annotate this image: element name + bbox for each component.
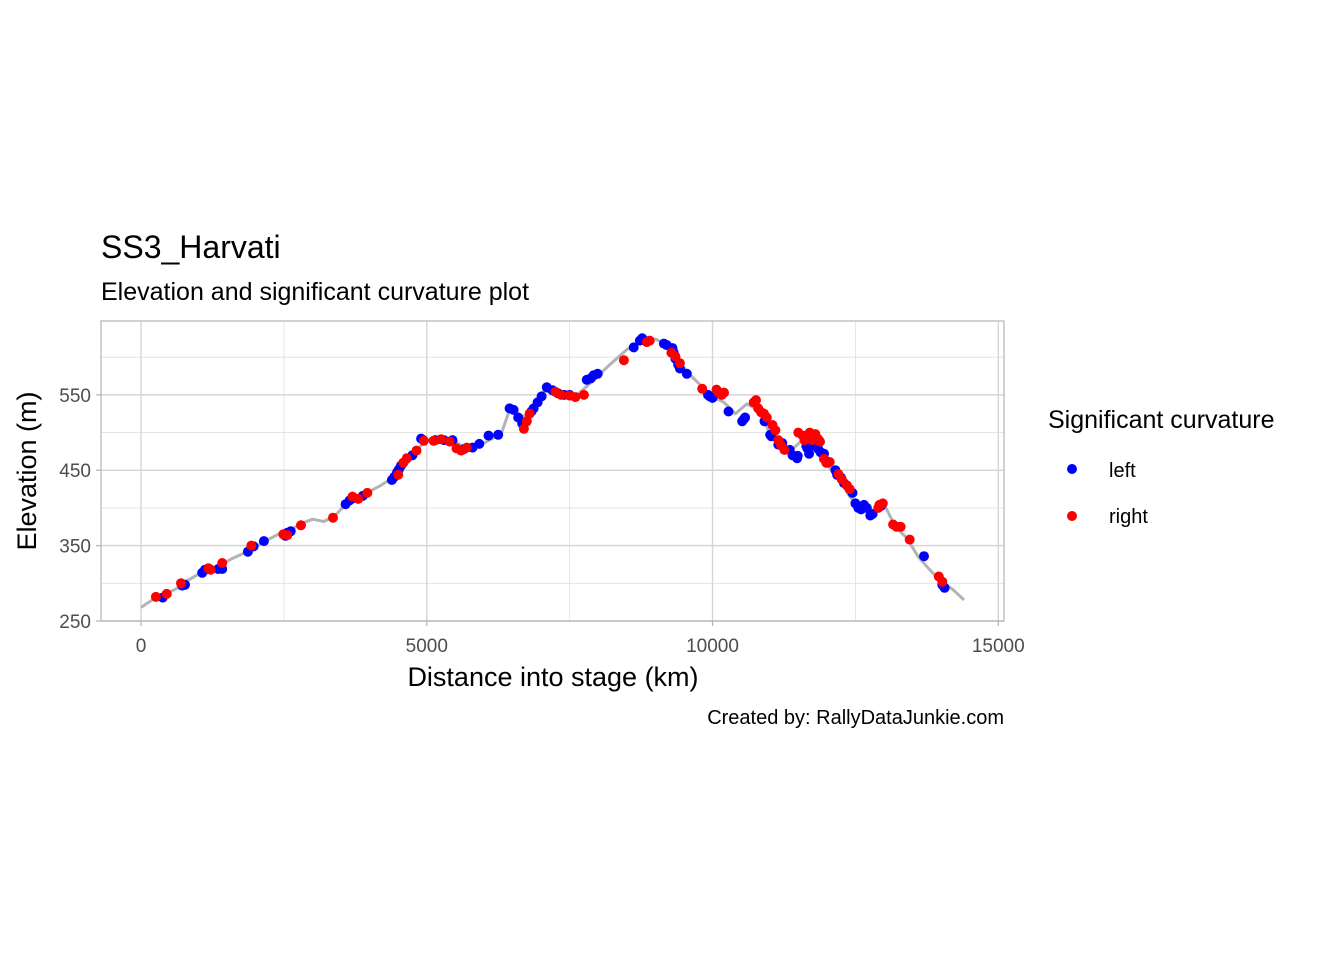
point-right — [779, 444, 790, 455]
point-right — [428, 435, 439, 446]
point-left — [723, 406, 734, 417]
point-left — [592, 368, 603, 379]
point-left — [740, 412, 751, 423]
y-axis-ticks: 250 350 450 550 — [59, 386, 101, 633]
point-right — [205, 564, 216, 575]
grid — [101, 321, 1004, 622]
point-right — [751, 395, 761, 406]
point-right — [644, 335, 655, 346]
point-right — [815, 436, 825, 447]
point-right — [761, 412, 772, 423]
point-right — [444, 436, 455, 447]
x-axis-ticks: 0 5000 10000 15000 — [136, 621, 1025, 657]
point-right — [296, 520, 306, 531]
point-right — [362, 487, 373, 498]
point-left — [792, 450, 803, 461]
y-tick-label: 550 — [59, 386, 91, 407]
point-left — [493, 429, 504, 440]
point-right — [150, 591, 161, 602]
legend: Significant curvature left right — [1048, 406, 1275, 528]
plot-panel — [100, 320, 1005, 622]
x-axis-title: Distance into stage (km) — [407, 662, 698, 692]
point-right — [719, 387, 729, 398]
x-tick-label: 10000 — [686, 636, 739, 657]
point-right — [161, 588, 172, 599]
legend-key-left — [1067, 464, 1077, 474]
point-right — [937, 576, 948, 587]
x-tick-label: 15000 — [972, 636, 1025, 657]
point-right — [518, 423, 529, 434]
point-right — [401, 453, 412, 464]
x-tick-label: 0 — [136, 636, 147, 657]
point-left — [804, 448, 815, 459]
point-right — [556, 389, 567, 400]
chart-title: SS3_Harvati — [101, 229, 281, 265]
legend-title: Significant curvature — [1048, 406, 1275, 434]
point-left — [483, 430, 494, 441]
point-right — [570, 392, 581, 403]
point-right — [217, 558, 228, 568]
point-left — [536, 391, 547, 402]
chart-subtitle: Elevation and significant curvature plot — [101, 278, 529, 306]
point-right — [393, 469, 404, 480]
point-right — [246, 540, 257, 551]
legend-label-right: right — [1109, 506, 1148, 528]
point-left — [628, 342, 639, 353]
point-right — [844, 484, 855, 495]
point-right — [904, 534, 915, 545]
point-right — [353, 493, 364, 504]
point-left — [508, 404, 519, 415]
point-right — [770, 425, 781, 436]
legend-label-left: left — [1109, 460, 1136, 482]
point-right — [436, 434, 447, 445]
point-left — [681, 368, 692, 379]
point-right — [418, 435, 429, 446]
point-right — [461, 442, 472, 453]
point-right — [824, 457, 835, 467]
point-right — [411, 445, 422, 456]
point-right — [697, 383, 708, 394]
point-right — [328, 512, 338, 523]
point-left — [474, 438, 485, 449]
x-tick-label: 5000 — [406, 636, 448, 657]
point-right — [674, 358, 685, 369]
point-right — [521, 416, 532, 427]
point-right — [578, 389, 589, 400]
point-left — [919, 551, 929, 562]
point-right — [524, 408, 535, 419]
panel-border — [100, 320, 1005, 622]
point-right — [618, 355, 629, 366]
y-tick-label: 250 — [59, 612, 91, 633]
point-right — [282, 530, 293, 541]
chart-caption: Created by: RallyDataJunkie.com — [707, 707, 1004, 729]
curvature-points — [150, 333, 950, 603]
y-tick-label: 350 — [59, 537, 91, 558]
point-right — [895, 521, 906, 532]
point-right — [877, 498, 888, 509]
y-tick-label: 450 — [59, 461, 91, 482]
point-left — [258, 536, 269, 547]
legend-key-right — [1067, 511, 1077, 521]
y-axis-title: Elevation (m) — [12, 391, 42, 550]
point-right — [176, 578, 186, 589]
